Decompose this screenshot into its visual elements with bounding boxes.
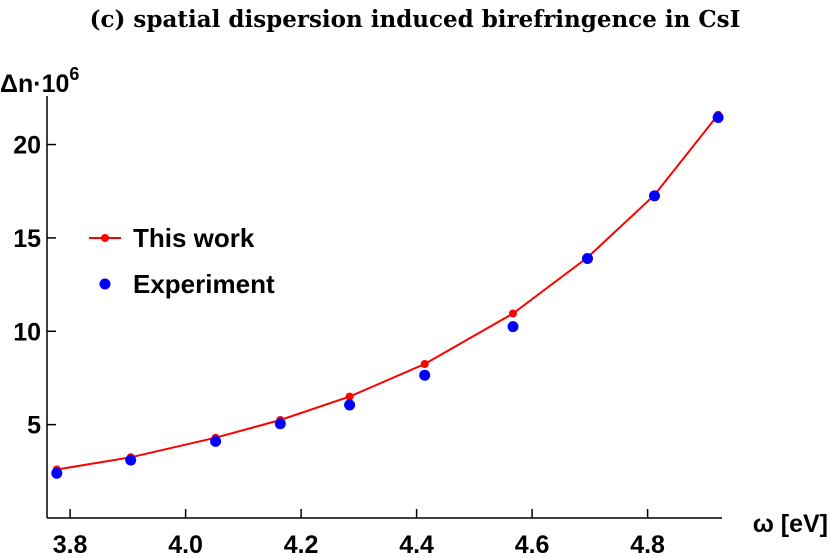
x-ticks: 3.8 4.0 4.2 4.4 4.6 4.8 [53, 509, 665, 558]
x-axis-label: ω [eV] [753, 510, 828, 538]
x-tick-label: 4.0 [168, 531, 203, 558]
data-point [507, 321, 519, 333]
legend-marker [99, 278, 111, 290]
legend-marker [101, 234, 109, 242]
legend-label: Experiment [133, 269, 275, 299]
legend-item: Experiment [99, 269, 275, 299]
y-axis-label-base: Δn·10 [0, 70, 69, 98]
series-layer [51, 110, 724, 479]
data-point [125, 454, 137, 466]
x-tick-label: 3.8 [53, 531, 88, 558]
data-point [420, 360, 429, 368]
y-tick-label: 20 [13, 132, 41, 160]
data-point [344, 399, 356, 411]
data-point [210, 435, 222, 447]
x-tick-label: 4.6 [515, 531, 550, 558]
x-tick-label: 4.8 [630, 531, 665, 558]
data-point [51, 467, 63, 479]
y-axis-label: Δn·106 [0, 64, 79, 98]
x-tick-label: 4.2 [284, 531, 319, 558]
y-tick-label: 10 [13, 318, 41, 346]
chart-title: (c) spatial dispersion induced birefring… [90, 6, 741, 33]
y-tick-label: 15 [13, 225, 41, 253]
y-tick-label: 5 [27, 412, 41, 440]
data-point [419, 369, 431, 381]
legend-item: This work [89, 223, 255, 253]
series-experiment [51, 112, 724, 479]
y-ticks: 5 10 15 20 [13, 132, 56, 440]
data-point [274, 418, 286, 430]
y-axis-label-superscript: 6 [69, 64, 79, 84]
data-point [509, 309, 517, 318]
legend-label: This work [133, 223, 255, 253]
legend: This work Experiment [89, 223, 275, 299]
x-tick-label: 4.4 [399, 531, 434, 558]
data-point [345, 392, 354, 401]
data-point [712, 112, 724, 123]
series-line [56, 114, 719, 471]
data-point [582, 253, 593, 264]
data-point [649, 190, 660, 202]
